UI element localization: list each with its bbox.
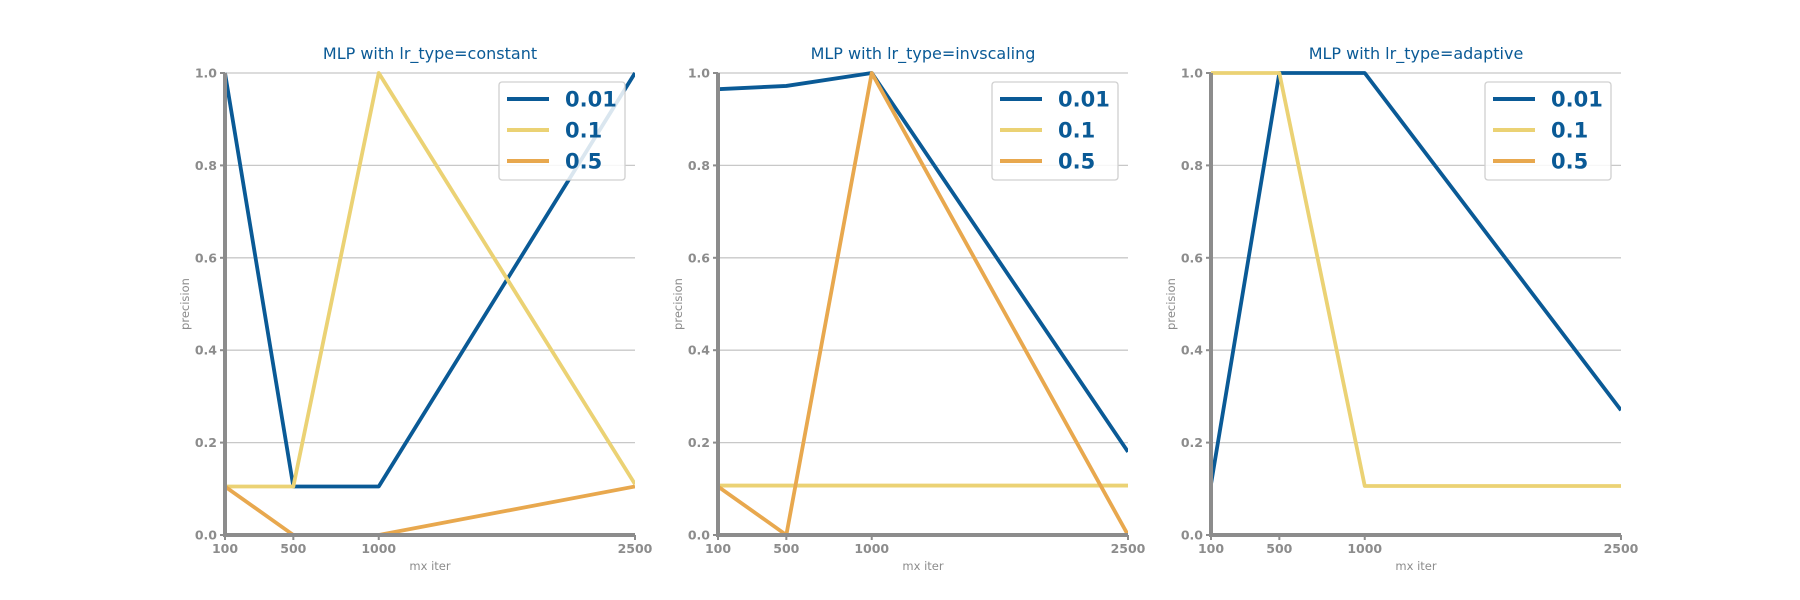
x-tick-label: 2500 <box>1111 541 1146 556</box>
x-tick-label: 100 <box>705 541 731 556</box>
series-line-0.01 <box>1211 71 1621 485</box>
y-axis-label: precision <box>178 278 192 330</box>
legend-box <box>1484 81 1612 181</box>
x-tick-label: 1000 <box>1347 541 1382 556</box>
y-tick-label: 0.6 <box>195 250 217 265</box>
chart-title: MLP with lr_type=constant <box>323 44 537 64</box>
legend-entry: 0.01 <box>1551 88 1603 112</box>
y-tick-label: 0.8 <box>1181 158 1203 173</box>
y-axis-label: precision <box>1164 278 1178 330</box>
chart-title: MLP with lr_type=invscaling <box>811 44 1036 64</box>
x-axis-label: mx iter <box>902 559 943 573</box>
x-tick-label: 100 <box>212 541 238 556</box>
chart-title: MLP with lr_type=adaptive <box>1309 44 1524 64</box>
y-tick-label: 0.2 <box>688 435 710 450</box>
y-tick-label: 0.4 <box>195 343 217 358</box>
y-tick-label: 0.0 <box>688 528 710 543</box>
chart-panel-2: 0.0 0.2 0.4 0.6 0.8 1.0 100 500 1000 2500 MLP with… <box>671 44 1146 573</box>
legend-box <box>498 81 626 181</box>
legend-entry: 0.5 <box>1058 150 1095 174</box>
y-tick-label: 0.4 <box>688 343 710 358</box>
series-line-0.01 <box>718 71 1128 453</box>
legend: 0.01 0.1 0.5 <box>1484 81 1612 181</box>
y-tick-label: 0.6 <box>688 250 710 265</box>
x-tick-label: 1000 <box>854 541 889 556</box>
legend-entry: 0.5 <box>1551 150 1588 174</box>
legend-box <box>991 81 1119 181</box>
x-tick-label: 500 <box>280 541 306 556</box>
legend-entry: 0.1 <box>1551 119 1588 143</box>
series-line-0.5 <box>225 484 635 537</box>
x-tick-label: 1000 <box>361 541 396 556</box>
legend: 0.01 0.1 0.5 <box>498 81 626 181</box>
y-axis-label: precision <box>671 278 685 330</box>
x-tick-label: 500 <box>773 541 799 556</box>
y-tick-label: 0.8 <box>688 158 710 173</box>
series-line-0.1 <box>1211 71 1621 488</box>
y-tick-label: 0.0 <box>195 528 217 543</box>
legend-entry: 0.01 <box>565 88 617 112</box>
legend-entry: 0.5 <box>565 150 602 174</box>
series-line-0.1 <box>225 71 635 489</box>
legend-entry: 0.1 <box>565 119 602 143</box>
x-tick-label: 2500 <box>618 541 653 556</box>
y-tick-label: 1.0 <box>1181 66 1203 81</box>
y-tick-label: 0.2 <box>1181 435 1203 450</box>
legend-entry: 0.01 <box>1058 88 1110 112</box>
y-tick-label: 0.8 <box>195 158 217 173</box>
chart-panel-1: 0.0 0.2 0.4 0.6 0.8 1.0 100 500 1000 2500 MLP with… <box>178 44 653 573</box>
x-axis-label: mx iter <box>409 559 450 573</box>
y-tick-label: 0.0 <box>1181 528 1203 543</box>
y-tick-label: 0.6 <box>1181 250 1203 265</box>
y-tick-label: 0.4 <box>1181 343 1203 358</box>
x-tick-label: 2500 <box>1604 541 1639 556</box>
x-axis-label: mx iter <box>1395 559 1436 573</box>
x-tick-label: 500 <box>1266 541 1292 556</box>
y-tick-label: 1.0 <box>688 66 710 81</box>
chart-panel-3: 0.0 0.2 0.4 0.6 0.8 1.0 100 500 1000 2500 MLP with… <box>1164 44 1639 573</box>
y-tick-label: 1.0 <box>195 66 217 81</box>
legend: 0.01 0.1 0.5 <box>991 81 1119 181</box>
x-tick-label: 100 <box>1198 541 1224 556</box>
series-line-0.5 <box>718 71 1128 537</box>
y-tick-label: 0.2 <box>195 435 217 450</box>
legend-entry: 0.1 <box>1058 119 1095 143</box>
